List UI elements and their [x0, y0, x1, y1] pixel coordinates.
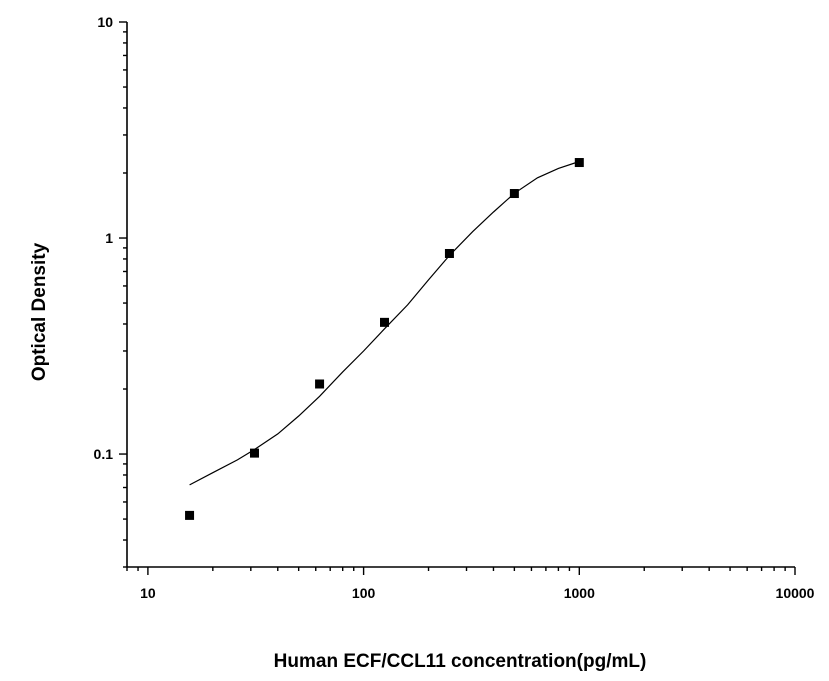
- axes: 10 100 1000 10000 0.1 1 10: [94, 14, 815, 601]
- y-tick-label: 1: [105, 230, 113, 246]
- data-point: [444, 248, 454, 258]
- data-point: [185, 510, 195, 520]
- data-points-group: [185, 158, 584, 520]
- x-tick-label: 1000: [564, 585, 595, 601]
- data-point: [380, 317, 390, 327]
- data-point: [315, 379, 325, 389]
- x-tick-label: 10: [140, 585, 156, 601]
- data-point: [249, 448, 259, 458]
- data-point: [574, 158, 584, 168]
- y-tick-label: 10: [97, 14, 113, 30]
- y-tick-label: 0.1: [94, 446, 114, 462]
- data-point: [509, 189, 519, 199]
- x-axis-title: Human ECF/CCL11 concentration(pg/mL): [274, 651, 647, 672]
- x-tick-label: 10000: [776, 585, 815, 601]
- y-axis-title: Optical Density: [29, 242, 50, 381]
- x-tick-label: 100: [352, 585, 376, 601]
